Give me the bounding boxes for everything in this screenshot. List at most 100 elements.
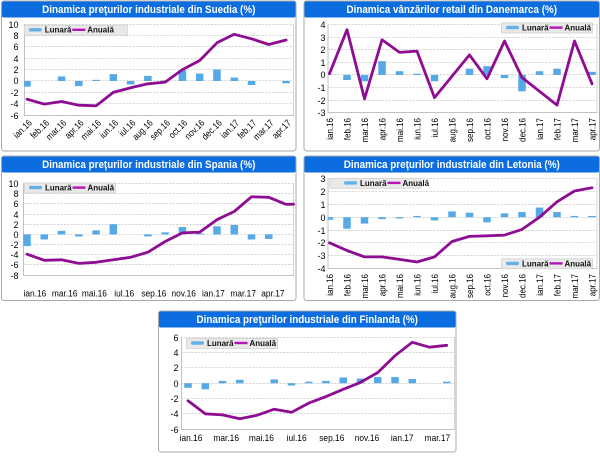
svg-text:0: 0: [320, 70, 325, 80]
svg-text:sep.16: sep.16: [464, 118, 475, 142]
svg-text:nov.16: nov.16: [499, 118, 510, 142]
svg-text:2: 2: [320, 45, 325, 55]
svg-text:oct.16: oct.16: [482, 118, 493, 140]
svg-text:Lunară: Lunară: [207, 339, 234, 348]
svg-text:-2: -2: [10, 88, 18, 98]
svg-text:Anuală: Anuală: [403, 179, 430, 188]
svg-text:3: 3: [320, 174, 325, 184]
svg-text:ian.17: ian.17: [391, 433, 414, 443]
svg-text:ian.16: ian.16: [324, 118, 335, 140]
svg-text:mai.16: mai.16: [249, 433, 274, 443]
svg-text:2: 2: [320, 187, 325, 197]
svg-text:Dinamica preţurilor industrial: Dinamica preţurilor industriale din Leto…: [344, 159, 560, 172]
svg-text:10: 10: [8, 20, 18, 30]
svg-text:Lunară: Lunară: [522, 259, 549, 268]
svg-text:mai.16: mai.16: [82, 288, 107, 298]
svg-text:nov.16: nov.16: [499, 274, 510, 298]
svg-text:4: 4: [173, 348, 178, 358]
svg-text:-6: -6: [10, 111, 18, 121]
svg-text:sep.16: sep.16: [141, 288, 166, 298]
svg-text:feb.17: feb.17: [552, 118, 563, 140]
svg-text:mar.16: mar.16: [359, 274, 370, 299]
svg-text:-2: -2: [170, 394, 178, 404]
svg-text:dec.16: dec.16: [517, 274, 528, 298]
svg-text:ian.17: ian.17: [202, 288, 225, 298]
svg-text:mar.17: mar.17: [230, 288, 256, 298]
svg-text:mai.16: mai.16: [394, 274, 405, 298]
svg-text:nov.16: nov.16: [171, 288, 196, 298]
svg-text:8: 8: [13, 31, 18, 41]
svg-text:Anuală: Anuală: [250, 339, 277, 348]
svg-text:sep.16: sep.16: [464, 274, 475, 298]
svg-text:apr.17: apr.17: [587, 274, 598, 296]
svg-text:aug.16: aug.16: [447, 118, 458, 143]
svg-text:mai.16: mai.16: [394, 118, 405, 142]
svg-text:mar.16: mar.16: [52, 288, 78, 298]
svg-text:nov.16: nov.16: [355, 433, 380, 443]
svg-text:2: 2: [173, 363, 178, 373]
svg-text:iun.16: iun.16: [412, 274, 423, 296]
svg-text:-4: -4: [317, 264, 325, 274]
svg-text:Lunară: Lunară: [360, 179, 387, 188]
svg-text:3: 3: [320, 33, 325, 43]
svg-text:4: 4: [13, 210, 18, 220]
svg-text:Anuală: Anuală: [565, 23, 592, 32]
svg-text:mar.17: mar.17: [425, 433, 451, 443]
svg-text:0: 0: [13, 76, 18, 86]
svg-text:-2: -2: [10, 240, 18, 250]
svg-text:apr.16: apr.16: [377, 118, 388, 140]
svg-text:oct.16: oct.16: [482, 274, 493, 296]
svg-text:aug.16: aug.16: [447, 274, 458, 299]
svg-text:mar.16: mar.16: [213, 433, 239, 443]
svg-text:1: 1: [320, 58, 325, 68]
svg-text:Anuală: Anuală: [88, 183, 115, 192]
svg-text:-3: -3: [317, 108, 325, 118]
svg-text:iul.16: iul.16: [429, 274, 440, 293]
svg-text:-1: -1: [317, 83, 325, 93]
svg-text:4: 4: [13, 54, 18, 64]
svg-text:10: 10: [8, 179, 18, 189]
svg-text:8: 8: [13, 189, 18, 199]
svg-text:apr.17: apr.17: [261, 288, 284, 298]
svg-text:0: 0: [320, 213, 325, 223]
svg-text:mar.16: mar.16: [359, 118, 370, 143]
svg-text:-4: -4: [10, 250, 18, 260]
svg-text:4: 4: [320, 20, 325, 30]
svg-text:2: 2: [13, 65, 18, 75]
svg-text:feb.16: feb.16: [342, 274, 353, 296]
svg-text:iun.16: iun.16: [412, 118, 423, 140]
svg-text:0: 0: [13, 230, 18, 240]
svg-text:iul.16: iul.16: [114, 288, 134, 298]
svg-text:apr.17: apr.17: [587, 118, 598, 140]
svg-text:Anuală: Anuală: [565, 259, 592, 268]
svg-text:sep.16: sep.16: [319, 433, 344, 443]
svg-text:mar.17: mar.17: [569, 118, 580, 143]
svg-text:6: 6: [13, 199, 18, 209]
svg-text:Dinamica preţurilor industrial: Dinamica preţurilor industriale din Span…: [42, 159, 255, 172]
svg-text:iul.16: iul.16: [429, 118, 440, 137]
svg-text:Lunară: Lunară: [522, 23, 549, 32]
svg-text:-4: -4: [10, 99, 18, 109]
svg-text:feb.17: feb.17: [552, 274, 563, 296]
svg-text:ian.16: ian.16: [24, 288, 47, 298]
svg-text:2: 2: [13, 220, 18, 230]
svg-text:0: 0: [173, 379, 178, 389]
svg-text:-2: -2: [317, 96, 325, 106]
svg-text:6: 6: [173, 333, 178, 343]
svg-text:feb.16: feb.16: [342, 118, 353, 140]
svg-text:dec.16: dec.16: [517, 118, 528, 142]
svg-text:-6: -6: [10, 260, 18, 270]
svg-text:Dinamica preţurilor industrial: Dinamica preţurilor industriale din Finl…: [197, 314, 418, 327]
svg-text:ian.16: ian.16: [180, 433, 203, 443]
svg-text:Lunară: Lunară: [45, 183, 72, 192]
svg-text:ian.16: ian.16: [324, 274, 335, 296]
svg-text:-6: -6: [170, 425, 178, 435]
svg-text:Dinamica vânzărilor retail din: Dinamica vânzărilor retail din Danemarca…: [346, 4, 557, 17]
svg-text:-8: -8: [10, 271, 18, 281]
svg-text:-4: -4: [170, 409, 178, 419]
svg-text:-3: -3: [317, 251, 325, 261]
svg-text:Anuală: Anuală: [87, 26, 114, 35]
svg-text:apr.16: apr.16: [377, 274, 388, 296]
svg-text:6: 6: [13, 42, 18, 52]
svg-text:Lunară: Lunară: [45, 26, 72, 35]
